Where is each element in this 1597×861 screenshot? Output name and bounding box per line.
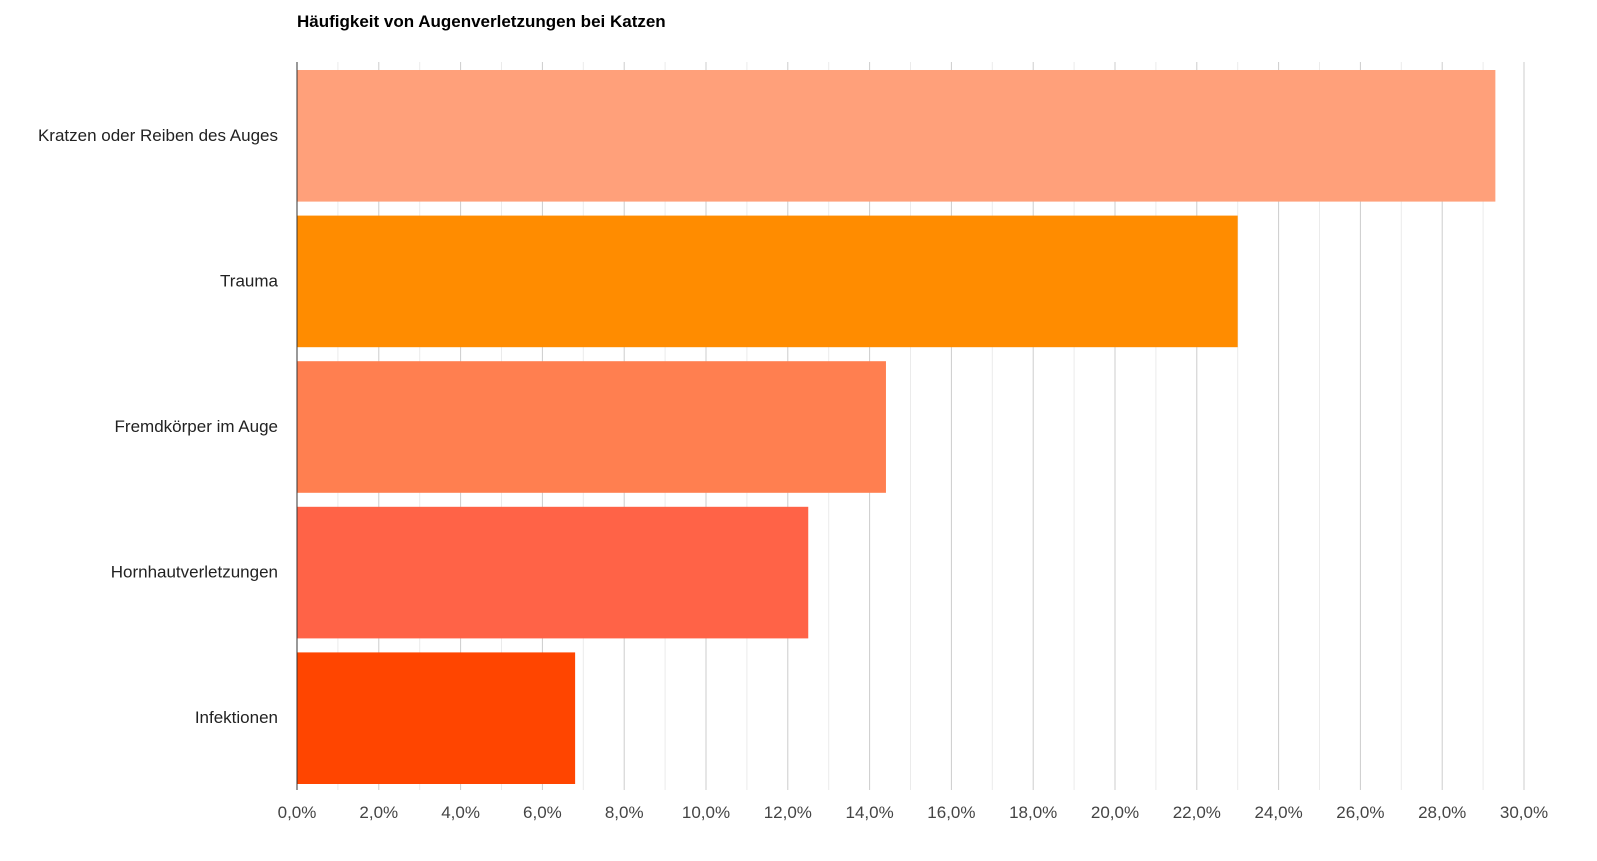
category-label: Kratzen oder Reiben des Auges [38, 126, 278, 145]
x-tick-label: 0,0% [278, 803, 317, 822]
x-tick-label: 18,0% [1009, 803, 1057, 822]
bar-1 [297, 70, 1496, 202]
x-tick-label: 24,0% [1254, 803, 1302, 822]
x-tick-label: 20,0% [1091, 803, 1139, 822]
bar-5 [297, 652, 576, 784]
x-tick-label: 22,0% [1173, 803, 1221, 822]
x-tick-label: 4,0% [441, 803, 480, 822]
chart-title: Häufigkeit von Augenverletzungen bei Kat… [297, 12, 666, 31]
x-tick-label: 12,0% [764, 803, 812, 822]
x-tick-label: 16,0% [927, 803, 975, 822]
bar-2 [297, 215, 1238, 348]
x-tick-label: 26,0% [1336, 803, 1384, 822]
category-label: Trauma [220, 271, 278, 290]
bar-4 [297, 506, 809, 639]
bar-3 [297, 361, 886, 493]
category-label: Fremdkörper im Auge [115, 417, 278, 436]
x-tick-label: 10,0% [682, 803, 730, 822]
x-tick-label: 30,0% [1500, 803, 1548, 822]
category-label: Infektionen [195, 708, 278, 727]
x-tick-label: 28,0% [1418, 803, 1466, 822]
x-tick-label: 14,0% [845, 803, 893, 822]
category-label: Hornhautverletzungen [111, 563, 278, 582]
x-tick-label: 6,0% [523, 803, 562, 822]
x-tick-label: 2,0% [359, 803, 398, 822]
x-tick-label: 8,0% [605, 803, 644, 822]
